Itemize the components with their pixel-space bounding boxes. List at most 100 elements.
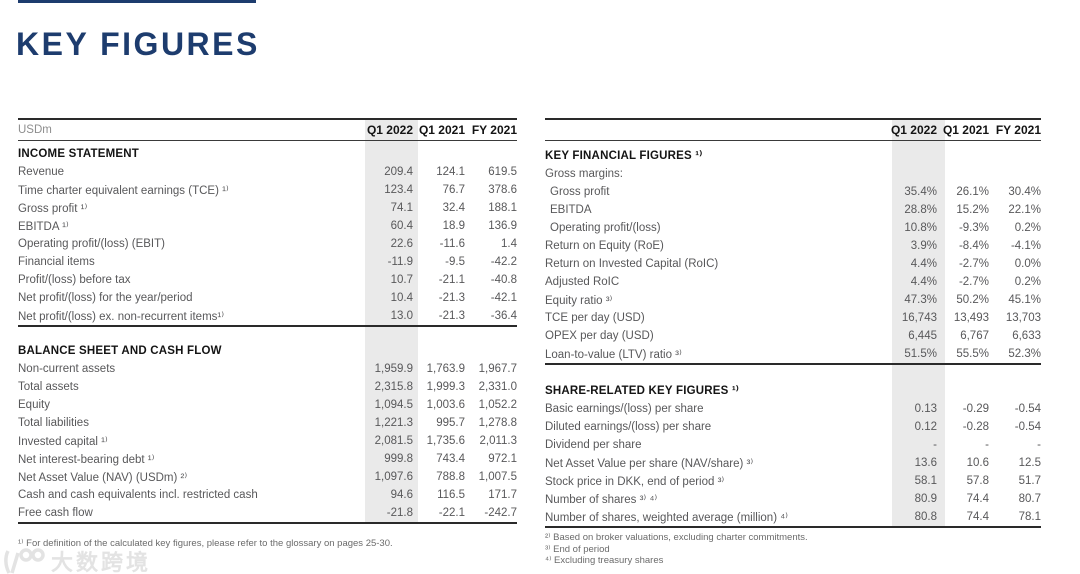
column-header-q1-2021: Q1 2021 [942,123,989,137]
row-value: 0.12 [914,421,937,433]
row-value: 26.1% [956,186,989,198]
table-header-row: Q1 2022 Q1 2021 FY 2021 [545,118,1041,141]
row-value: -40.8 [490,274,517,286]
row-value: 12.5 [1018,457,1041,469]
row-label: Time charter equivalent earnings (TCE) ¹… [18,185,229,197]
row-label: TCE per day (USD) [545,312,645,324]
unit-label: USDm [18,124,52,136]
row-value: 13,703 [1005,312,1041,324]
row-value: 80.9 [914,493,937,505]
watermark: 大数跨境 [2,545,151,574]
row-value: 6,767 [960,330,989,342]
table-row: Net Asset Value per share (NAV/share) ³⁾… [545,454,1041,472]
table-row: Invested capital ¹⁾ 2,081.5 1,735.6 2,011.3 [18,432,517,450]
row-value: 1,967.7 [478,363,517,375]
row-label: Stock price in DKK, end of period ³⁾ [545,476,725,488]
row-value: 1,959.9 [374,363,413,375]
row-value: 80.8 [914,511,937,523]
row-value: 1,278.8 [478,417,517,429]
section-title: KEY FINANCIAL FIGURES ¹⁾ [545,150,703,162]
row-value: -22.1 [438,507,465,519]
row-value: 1,007.5 [478,471,517,483]
row-value: 22.6 [390,238,413,250]
table-row: Total assets 2,315.8 1,999.3 2,331.0 [18,378,517,396]
row-value: -42.1 [490,292,517,304]
row-value: 171.7 [488,489,517,501]
row-value: 6,445 [908,330,937,342]
section-title: BALANCE SHEET AND CASH FLOW [18,345,222,357]
row-value: 0.2% [1014,222,1041,234]
row-label: Invested capital ¹⁾ [18,436,108,448]
row-value: -11.6 [439,238,465,250]
row-value: 1,221.3 [374,417,413,429]
row-label: Number of shares, weighted average (mill… [545,512,788,524]
row-value: -0.29 [962,403,989,415]
row-value: 35.4% [904,186,937,198]
table-row: Number of shares, weighted average (mill… [545,508,1041,526]
row-value: 28.8% [904,204,937,216]
row-value: 15.2% [956,204,989,216]
q1-2022-highlight-band [892,118,945,528]
table-row: Operating profit/(loss) (EBIT) 22.6 -11.6 1… [18,235,517,253]
row-value: 51.7 [1018,475,1041,487]
row-value: 51.5% [904,348,937,360]
row-value: 94.6 [390,489,413,501]
table-header-row: USDm Q1 2022 Q1 2021 FY 2021 [18,118,517,141]
table-section: SHARE-RELATED KEY FIGURES ¹⁾ Basic earnin… [545,376,1041,528]
table-row: Equity 1,094.5 1,003.6 1,052.2 [18,396,517,414]
q1-2022-highlight-band [365,118,418,524]
row-value: 74.4 [966,493,989,505]
row-label: Net Asset Value (NAV) (USDm) ²⁾ [18,472,188,484]
row-value: 1,094.5 [374,399,413,411]
row-value: - [985,439,989,451]
row-value: -21.3 [438,310,465,322]
table-row: Net profit/(loss) ex. non-recurrent item… [18,307,517,325]
row-value: 50.2% [956,294,989,306]
table-row: Return on Invested Capital (RoIC) 4.4% -2.… [545,255,1041,273]
row-value: 1,052.2 [478,399,517,411]
row-label: Gross profit ¹⁾ [18,203,88,215]
row-value: -242.7 [484,507,517,519]
row-label: Loan-to-value (LTV) ratio ³⁾ [545,349,682,361]
row-value: -8.4% [958,240,989,252]
row-value: 123.4 [384,184,413,196]
row-label: Profit/(loss) before tax [18,274,131,286]
row-value: 76.7 [442,184,465,196]
row-value: 4.4% [910,276,937,288]
row-value: 10.6 [966,457,989,469]
footnotes-left: ¹⁾ For definition of the calculated key … [18,538,393,550]
table-section: KEY FINANCIAL FIGURES ¹⁾ Gross margins: Gr… [545,141,1041,365]
row-label: Cash and cash equivalents incl. restrict… [18,489,258,501]
row-value: -21.3 [438,292,465,304]
table-row: TCE per day (USD) 16,743 13,493 13,703 [545,309,1041,327]
table-row: Gross margins: [545,165,1041,183]
table-row: EBITDA ¹⁾ 60.4 18.9 136.9 [18,217,517,235]
row-value: -9.5 [445,256,465,268]
row-value: 2,331.0 [478,381,517,393]
row-value: 18.9 [442,220,465,232]
page-title: KEY FIGURES [16,26,260,63]
row-value: 0.2% [1014,276,1041,288]
row-value: 972.1 [488,453,517,465]
column-header-fy-2021: FY 2021 [471,123,517,137]
row-label: Equity ratio ³⁾ [545,295,613,307]
row-value: 52.3% [1008,348,1041,360]
row-label: Free cash flow [18,507,93,519]
table-row: Dividend per share - - - [545,436,1041,454]
row-value: 1,763.9 [426,363,465,375]
row-value: 1,999.3 [426,381,465,393]
column-header-fy-2021: FY 2021 [995,123,1041,137]
row-value: 45.1% [1008,294,1041,306]
row-value: 22.1% [1008,204,1041,216]
row-label: Gross profit [550,186,610,198]
footnote-line: ¹⁾ For definition of the calculated key … [18,538,393,549]
row-value: 619.5 [488,166,517,178]
table-row: Cash and cash equivalents incl. restrict… [18,486,517,504]
table-row: Gross profit 35.4% 26.1% 30.4% [545,183,1041,201]
row-value: 1.4 [501,238,517,250]
table-row: Total liabilities 1,221.3 995.7 1,278.8 [18,414,517,432]
row-label: Net profit/(loss) ex. non-recurrent item… [18,311,225,323]
row-label: Dividend per share [545,439,642,451]
table-row: Stock price in DKK, end of period ³⁾ 58.1… [545,472,1041,490]
row-value: 80.7 [1018,493,1041,505]
